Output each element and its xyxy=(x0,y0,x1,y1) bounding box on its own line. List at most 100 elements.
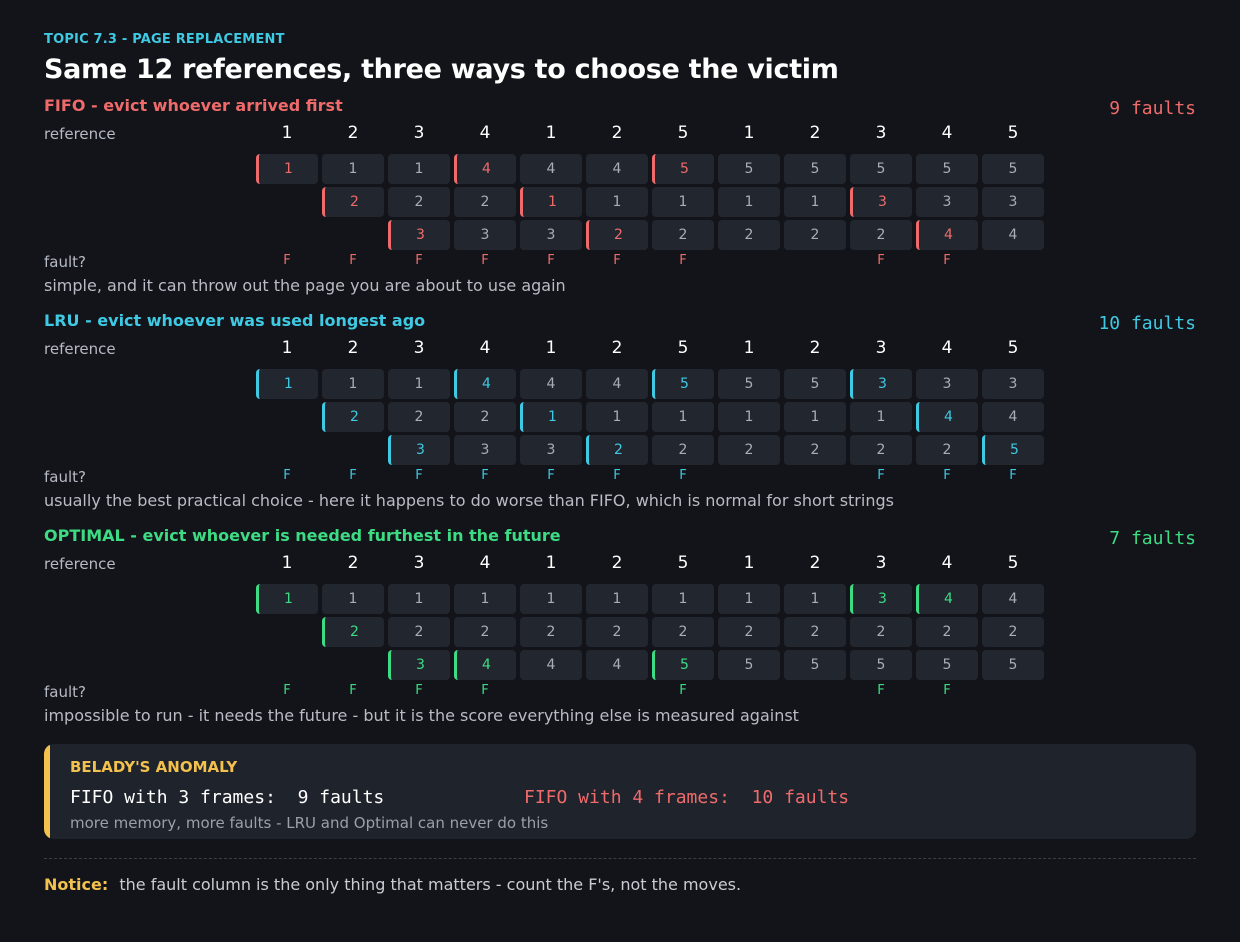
fault-row-label: fault? xyxy=(44,253,86,271)
frame-cell: 2 xyxy=(388,617,450,647)
frame-cell: 5 xyxy=(982,650,1044,680)
frame-cell: 5 xyxy=(784,369,846,399)
frame-cell: 4 xyxy=(520,369,582,399)
reference-value: 3 xyxy=(413,338,425,358)
lru-note: usually the best practical choice - here… xyxy=(44,491,894,510)
frame-cell: 1 xyxy=(784,584,846,614)
reference-value: 1 xyxy=(545,123,557,143)
frame-cell: 3 xyxy=(454,435,516,465)
frame-cell: 1 xyxy=(850,402,912,432)
reference-value: 2 xyxy=(809,123,821,143)
fault-marker: F xyxy=(877,683,885,698)
frame-cell: 1 xyxy=(256,369,318,399)
frame-cell: 1 xyxy=(388,584,450,614)
reference-row-label: reference xyxy=(44,555,116,573)
frame-cell: 2 xyxy=(322,617,384,647)
frame-cell: 2 xyxy=(454,402,516,432)
callout-fifo-3-frames: FIFO with 3 frames: 9 faults xyxy=(70,787,385,808)
fault-marker: F xyxy=(481,468,489,483)
reference-value: 3 xyxy=(413,553,425,573)
frame-cell: 3 xyxy=(850,187,912,217)
frame-cell: 2 xyxy=(652,435,714,465)
frame-cell: 2 xyxy=(916,435,978,465)
reference-value: 4 xyxy=(941,338,953,358)
optimal-fault-count: 7 faults xyxy=(1109,528,1196,549)
footer-notice: Notice: the fault column is the only thi… xyxy=(44,875,741,894)
frame-cell: 1 xyxy=(586,584,648,614)
reference-value: 1 xyxy=(281,123,293,143)
fault-marker: F xyxy=(415,253,423,268)
fault-marker: F xyxy=(1009,468,1017,483)
frame-cell: 2 xyxy=(718,617,780,647)
reference-value: 2 xyxy=(809,553,821,573)
reference-value: 5 xyxy=(1007,338,1019,358)
frame-cell: 1 xyxy=(454,584,516,614)
frame-cell: 5 xyxy=(850,154,912,184)
frame-cell: 4 xyxy=(454,650,516,680)
fault-marker: F xyxy=(943,683,951,698)
frame-cell: 3 xyxy=(850,369,912,399)
frame-cell: 2 xyxy=(322,187,384,217)
fifo-heading: FIFO - evict whoever arrived first xyxy=(44,96,343,115)
reference-value: 4 xyxy=(479,123,491,143)
frame-cell: 3 xyxy=(982,369,1044,399)
frame-cell: 5 xyxy=(784,650,846,680)
reference-value: 2 xyxy=(611,338,623,358)
reference-value: 2 xyxy=(611,123,623,143)
frame-cell: 4 xyxy=(520,154,582,184)
frame-cell: 5 xyxy=(718,154,780,184)
reference-value: 4 xyxy=(479,338,491,358)
frame-cell: 5 xyxy=(982,435,1044,465)
fault-marker: F xyxy=(877,468,885,483)
topic-label: TOPIC 7.3 - PAGE REPLACEMENT xyxy=(44,32,285,47)
frame-cell: 1 xyxy=(586,187,648,217)
reference-value: 1 xyxy=(743,123,755,143)
frame-cell: 1 xyxy=(520,187,582,217)
frame-cell: 2 xyxy=(454,187,516,217)
belady-anomaly-callout: BELADY'S ANOMALY FIFO with 3 frames: 9 f… xyxy=(44,744,1196,839)
reference-value: 1 xyxy=(743,553,755,573)
lru-heading: LRU - evict whoever was used longest ago xyxy=(44,311,426,330)
optimal-note: impossible to run - it needs the future … xyxy=(44,706,799,725)
reference-value: 2 xyxy=(347,553,359,573)
fault-marker: F xyxy=(877,253,885,268)
frame-cell: 3 xyxy=(454,220,516,250)
frame-cell: 2 xyxy=(652,617,714,647)
reference-value: 1 xyxy=(281,338,293,358)
reference-value: 2 xyxy=(809,338,821,358)
fault-marker: F xyxy=(679,253,687,268)
frame-cell: 2 xyxy=(718,220,780,250)
frame-cell: 1 xyxy=(520,402,582,432)
frame-cell: 2 xyxy=(916,617,978,647)
fault-marker: F xyxy=(349,683,357,698)
frame-cell: 4 xyxy=(586,650,648,680)
fifo-note: simple, and it can throw out the page yo… xyxy=(44,276,566,295)
reference-value: 3 xyxy=(413,123,425,143)
fault-marker: F xyxy=(679,468,687,483)
reference-row-label: reference xyxy=(44,340,116,358)
frame-cell: 5 xyxy=(784,154,846,184)
frame-cell: 5 xyxy=(916,154,978,184)
frame-cell: 2 xyxy=(520,617,582,647)
dashed-divider xyxy=(44,858,1196,859)
callout-subtitle: more memory, more faults - LRU and Optim… xyxy=(70,814,549,832)
frame-cell: 1 xyxy=(256,584,318,614)
fault-marker: F xyxy=(481,253,489,268)
frame-cell: 3 xyxy=(388,435,450,465)
frame-cell: 5 xyxy=(916,650,978,680)
frame-cell: 1 xyxy=(388,369,450,399)
frame-cell: 1 xyxy=(718,187,780,217)
callout-title: BELADY'S ANOMALY xyxy=(70,758,238,776)
notice-label: Notice: xyxy=(44,875,109,894)
frame-cell: 1 xyxy=(322,369,384,399)
frame-cell: 2 xyxy=(850,220,912,250)
fifo-fault-count: 9 faults xyxy=(1109,98,1196,119)
frame-cell: 3 xyxy=(520,435,582,465)
frame-cell: 4 xyxy=(916,220,978,250)
section-fifo: FIFO - evict whoever arrived first 9 faul… xyxy=(0,96,1240,306)
callout-fifo-4-frames: FIFO with 4 frames: 10 faults xyxy=(524,787,850,808)
fault-marker: F xyxy=(943,468,951,483)
frame-cell: 1 xyxy=(652,402,714,432)
reference-value: 1 xyxy=(281,553,293,573)
reference-value: 2 xyxy=(611,553,623,573)
